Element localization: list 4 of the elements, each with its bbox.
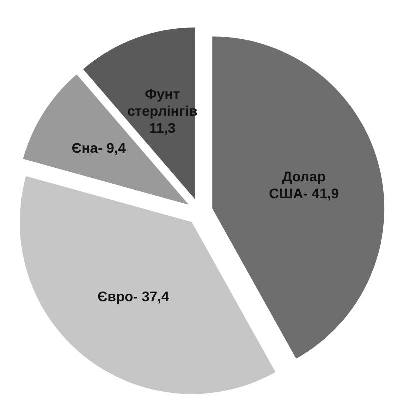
slice-label: Євро- 37,4 (98, 288, 170, 305)
slice-label: Долар США- 41,9 (269, 168, 340, 202)
slice-label: Єна- 9,4 (72, 140, 126, 156)
data-label: 11,3 (149, 120, 176, 136)
